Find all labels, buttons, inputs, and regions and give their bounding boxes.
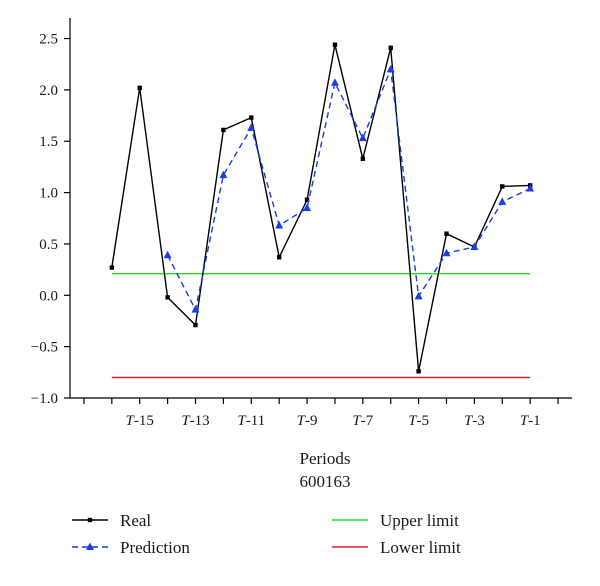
data-point-prediction: [247, 123, 256, 131]
data-point-real: [165, 295, 170, 300]
data-point-prediction: [191, 305, 200, 313]
y-tick-label: 1.0: [39, 186, 58, 202]
x-tick-label: T-7: [352, 413, 373, 429]
data-point-prediction: [526, 183, 535, 192]
x-tick-label: T-11: [237, 413, 265, 429]
data-point-prediction: [358, 133, 367, 142]
x-tick-label: T-3: [464, 413, 485, 429]
series-line-real: [111, 44, 531, 372]
data-point-prediction: [219, 170, 228, 179]
data-point-real: [304, 197, 310, 202]
data-point-real: [137, 85, 142, 91]
legend-item-prediction: Prediction: [72, 538, 190, 557]
x-tick-label: T-5: [408, 413, 429, 429]
legend-item-real: Real: [72, 511, 151, 530]
y-tick-label: −0.5: [31, 340, 58, 356]
data-point-real: [444, 231, 449, 236]
x-tick-label: T-1: [520, 413, 541, 429]
chart-subtitle: 600163: [300, 472, 351, 491]
axes: −1.0 −0.5 0.0 0.5 1.0 1.5 2.0 2.5 T-15 T-13 T-11 T-…: [31, 18, 572, 429]
data-point-real: [276, 255, 282, 260]
x-axis-title: Periods: [300, 449, 351, 468]
data-point-real: [221, 127, 226, 133]
data-point-prediction: [330, 78, 339, 86]
data-point-real: [500, 184, 505, 189]
y-tick-label: 2.0: [39, 83, 58, 99]
data-point-real: [109, 265, 115, 270]
y-tick-label: 0.5: [39, 237, 58, 253]
data-point-prediction: [303, 203, 312, 211]
data-point-prediction: [442, 248, 451, 257]
data-point-prediction: [163, 250, 172, 259]
data-point-real: [360, 156, 366, 161]
legend-label-real: Real: [120, 511, 151, 530]
data-point-real: [193, 322, 198, 328]
series-prediction: [163, 64, 535, 313]
legend-marker-prediction: [86, 542, 94, 550]
legend-label-prediction: Prediction: [120, 538, 190, 557]
x-tick-label: T-13: [181, 413, 209, 429]
legend-marker-real: [87, 517, 93, 523]
y-tick-label: 2.5: [39, 32, 58, 48]
data-point-real: [249, 115, 254, 120]
legend-item-upper-limit: Upper limit: [332, 511, 459, 530]
y-tick-label: 0.0: [39, 288, 58, 304]
series-layer: [109, 42, 535, 379]
legend-label-lower-limit: Lower limit: [380, 538, 461, 557]
legend-item-lower-limit: Lower limit: [332, 538, 461, 557]
y-tick-label: 1.5: [39, 134, 58, 150]
legend: Real Prediction Upper limit Lower limit: [72, 511, 461, 557]
data-point-real: [388, 45, 393, 50]
data-point-prediction: [470, 242, 479, 251]
data-point-prediction: [386, 64, 395, 73]
data-point-real: [416, 369, 421, 374]
series-real: [109, 42, 533, 374]
x-tick-label: T-9: [297, 413, 318, 429]
legend-label-upper-limit: Upper limit: [380, 511, 459, 530]
data-point-prediction: [414, 291, 423, 300]
x-tick-label: T-15: [126, 413, 154, 429]
data-point-prediction: [275, 220, 284, 229]
data-point-prediction: [498, 197, 507, 205]
data-point-real: [332, 42, 338, 47]
y-tick-label: −1.0: [31, 391, 58, 407]
